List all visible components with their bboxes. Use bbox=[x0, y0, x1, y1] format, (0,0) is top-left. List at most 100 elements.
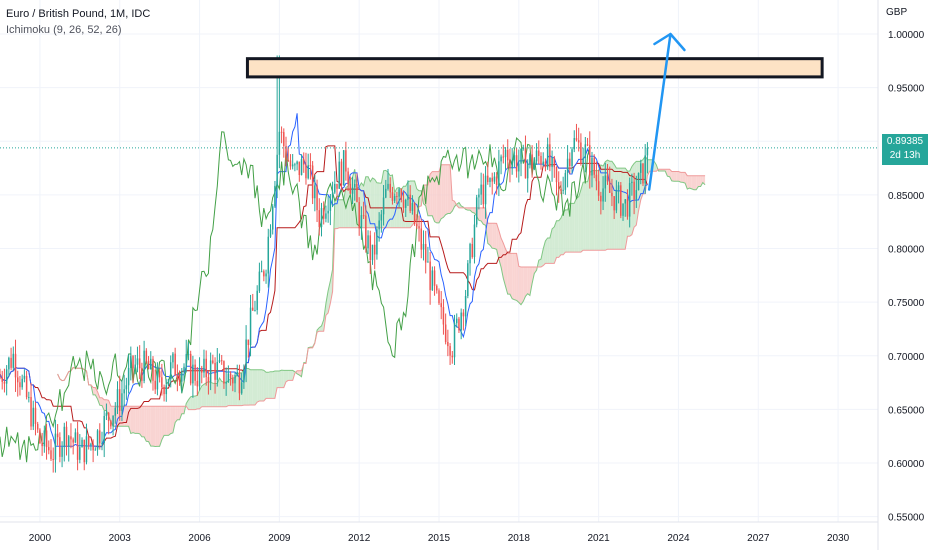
candle-body bbox=[167, 379, 170, 386]
candle-body bbox=[635, 190, 638, 200]
cloud-segment bbox=[97, 391, 100, 406]
leading-span-a bbox=[57, 155, 706, 448]
candle-body bbox=[276, 154, 278, 186]
cloud-segment bbox=[261, 369, 264, 401]
symbol-title: Euro / British Pound, 1M, IDC bbox=[6, 8, 151, 20]
candle-body bbox=[238, 372, 241, 394]
candle-body bbox=[358, 202, 360, 229]
x-tick-label: 2021 bbox=[588, 533, 611, 544]
candle-body bbox=[613, 196, 615, 211]
candle-body bbox=[314, 185, 316, 199]
candle-body bbox=[327, 210, 329, 214]
cloud-segment bbox=[215, 383, 218, 407]
drawings[interactable] bbox=[0, 32, 878, 191]
candle-body bbox=[3, 381, 6, 384]
cloud-segment bbox=[696, 175, 699, 190]
candle-body bbox=[174, 353, 176, 376]
cloud-segment bbox=[272, 371, 275, 399]
candle-body bbox=[194, 364, 196, 381]
candle-body bbox=[181, 371, 183, 382]
candle-body bbox=[338, 161, 340, 189]
x-tick-label: 2012 bbox=[348, 533, 371, 544]
candle-body bbox=[185, 354, 187, 367]
candle-body bbox=[1, 377, 3, 382]
cloud-segment bbox=[254, 369, 258, 406]
cloud-segment bbox=[199, 385, 202, 409]
x-tick-label: 2015 bbox=[428, 533, 451, 544]
candle-body bbox=[198, 367, 201, 387]
candle-body bbox=[176, 375, 179, 379]
candle-body bbox=[469, 244, 471, 264]
candle-body bbox=[43, 430, 46, 447]
candle-body bbox=[52, 458, 54, 460]
candle-body bbox=[136, 358, 139, 365]
cloud-segment bbox=[161, 406, 165, 440]
cloud-segment bbox=[352, 169, 355, 228]
candle-body bbox=[298, 161, 301, 176]
cloud-segment bbox=[614, 164, 617, 250]
cloud-segment bbox=[263, 370, 267, 401]
candle-body bbox=[278, 131, 281, 155]
cloud-segment bbox=[190, 396, 193, 410]
projection-arrow bbox=[647, 32, 672, 191]
candle-body bbox=[495, 176, 498, 186]
cloud-segment bbox=[177, 406, 180, 420]
cloud-segment bbox=[210, 382, 213, 407]
candle-body bbox=[216, 361, 219, 380]
indicator-label: Ichimoku (9, 26, 52, 26) bbox=[6, 24, 122, 36]
cloud-segment bbox=[600, 164, 604, 251]
candle-body bbox=[256, 290, 258, 311]
candle-body bbox=[562, 189, 564, 191]
candle-body bbox=[118, 389, 121, 411]
candle-body bbox=[112, 415, 114, 427]
cloud-segment bbox=[693, 175, 697, 190]
candle-body bbox=[542, 161, 544, 165]
candle-body bbox=[467, 263, 469, 297]
candle-body bbox=[560, 189, 562, 191]
candle-body bbox=[83, 439, 86, 463]
candle-body bbox=[389, 183, 391, 193]
candle-body bbox=[422, 243, 425, 250]
candle-body bbox=[16, 377, 19, 383]
candle-body bbox=[378, 220, 380, 230]
cloud-segment bbox=[472, 207, 475, 214]
cloud-segment bbox=[257, 369, 260, 403]
candle-body bbox=[566, 158, 569, 173]
cloud-segment bbox=[509, 253, 513, 299]
candle-body bbox=[265, 273, 267, 277]
cloud-segment bbox=[671, 171, 675, 182]
cloud-segment bbox=[518, 266, 522, 305]
candle-body bbox=[367, 235, 369, 249]
candle-body bbox=[212, 360, 214, 363]
candle-body bbox=[436, 285, 438, 291]
candle-body bbox=[398, 189, 400, 197]
candle-body bbox=[227, 373, 230, 383]
candle-body bbox=[455, 318, 458, 324]
candle-body bbox=[19, 382, 21, 388]
cloud-segment bbox=[536, 260, 539, 271]
cloud-segment bbox=[667, 169, 670, 177]
cloud-segment bbox=[270, 371, 273, 399]
candle-body bbox=[382, 197, 385, 215]
cloud-segment bbox=[203, 382, 207, 407]
candle-body bbox=[294, 164, 296, 166]
cloud-segment bbox=[228, 378, 231, 406]
cloud-segment bbox=[325, 290, 329, 316]
cloud-segment bbox=[687, 175, 690, 190]
candle-body bbox=[362, 215, 365, 217]
candle-body bbox=[498, 161, 500, 186]
candle-body bbox=[637, 172, 640, 191]
candle-body bbox=[447, 341, 449, 347]
candle-body bbox=[34, 407, 37, 424]
candle-body bbox=[249, 307, 252, 346]
candle-body bbox=[169, 362, 172, 380]
candle-body bbox=[70, 436, 72, 440]
candle-body bbox=[500, 156, 502, 162]
cloud-segment bbox=[150, 406, 153, 447]
candle-body bbox=[123, 389, 125, 394]
candle-body bbox=[96, 430, 99, 450]
cloud-segment bbox=[685, 172, 688, 190]
cloud-segment bbox=[492, 223, 495, 249]
candle-body bbox=[453, 323, 456, 358]
